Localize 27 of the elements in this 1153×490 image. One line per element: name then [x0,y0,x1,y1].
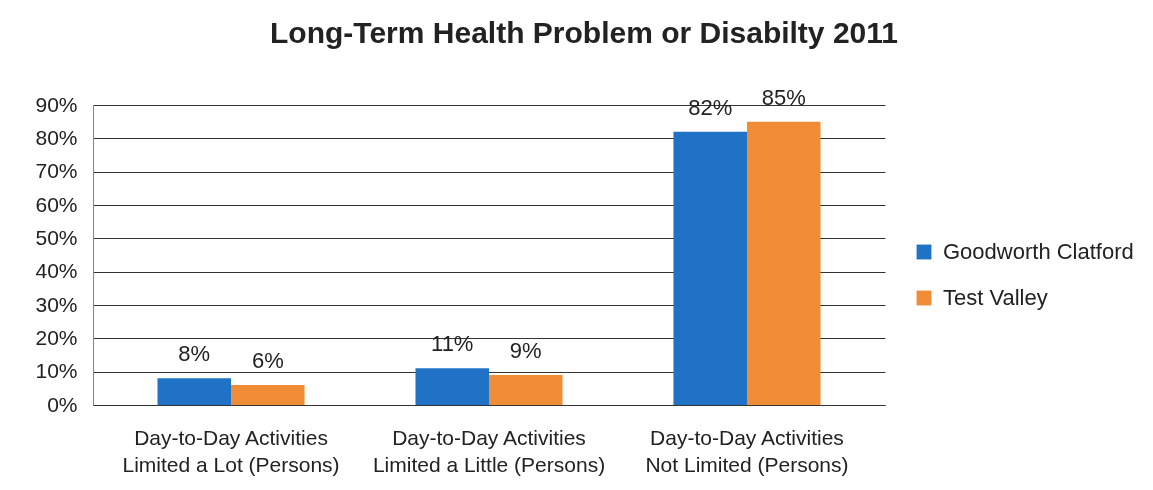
data-label: 6% [251,348,284,373]
x-tick-label: Day-to-Day Activities Not Limited (Persons) [645,425,849,476]
legend-label: Goodworth Clatford [943,239,1134,264]
legend-label: Test Valley [943,285,1048,310]
y-tick-label: 50% [35,225,78,249]
y-tick-label: 40% [35,259,78,283]
data-label: 9% [509,338,542,363]
bar [231,385,305,405]
bar [746,121,821,405]
data-label: 11% [431,331,474,357]
x-tick-label: Day-to-Day Activities Limited a Lot (Persons) [122,425,340,476]
bar [415,368,489,405]
bar [489,375,563,405]
y-tick-label: 0% [47,392,78,416]
y-tick-label: 70% [35,159,78,183]
data-label: 8% [178,341,211,367]
y-tick-label: 90% [35,92,78,116]
bar [673,131,747,405]
y-tick-label: 10% [35,359,78,383]
y-tick-label: 60% [35,192,78,216]
x-tick-label: Day-to-Day Activities Limited a Little (Persons) [372,425,606,476]
y-tick-label: 20% [35,325,78,349]
y-tick-label: 80% [35,125,78,149]
y-tick-label: 30% [35,292,78,316]
chart-title: Long-Term Health Problem or Disabilty 2011 [270,15,898,49]
data-label: 85% [761,84,806,110]
bar [157,378,232,405]
